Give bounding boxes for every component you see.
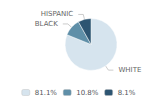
svg-text:HISPANIC: HISPANIC — [41, 10, 74, 18]
svg-text:WHITE: WHITE — [118, 66, 141, 74]
svg-text:8.1%: 8.1% — [118, 89, 136, 97]
svg-text:81.1%: 81.1% — [35, 89, 58, 97]
svg-text:10.8%: 10.8% — [76, 89, 99, 97]
svg-text:BLACK: BLACK — [35, 20, 58, 28]
